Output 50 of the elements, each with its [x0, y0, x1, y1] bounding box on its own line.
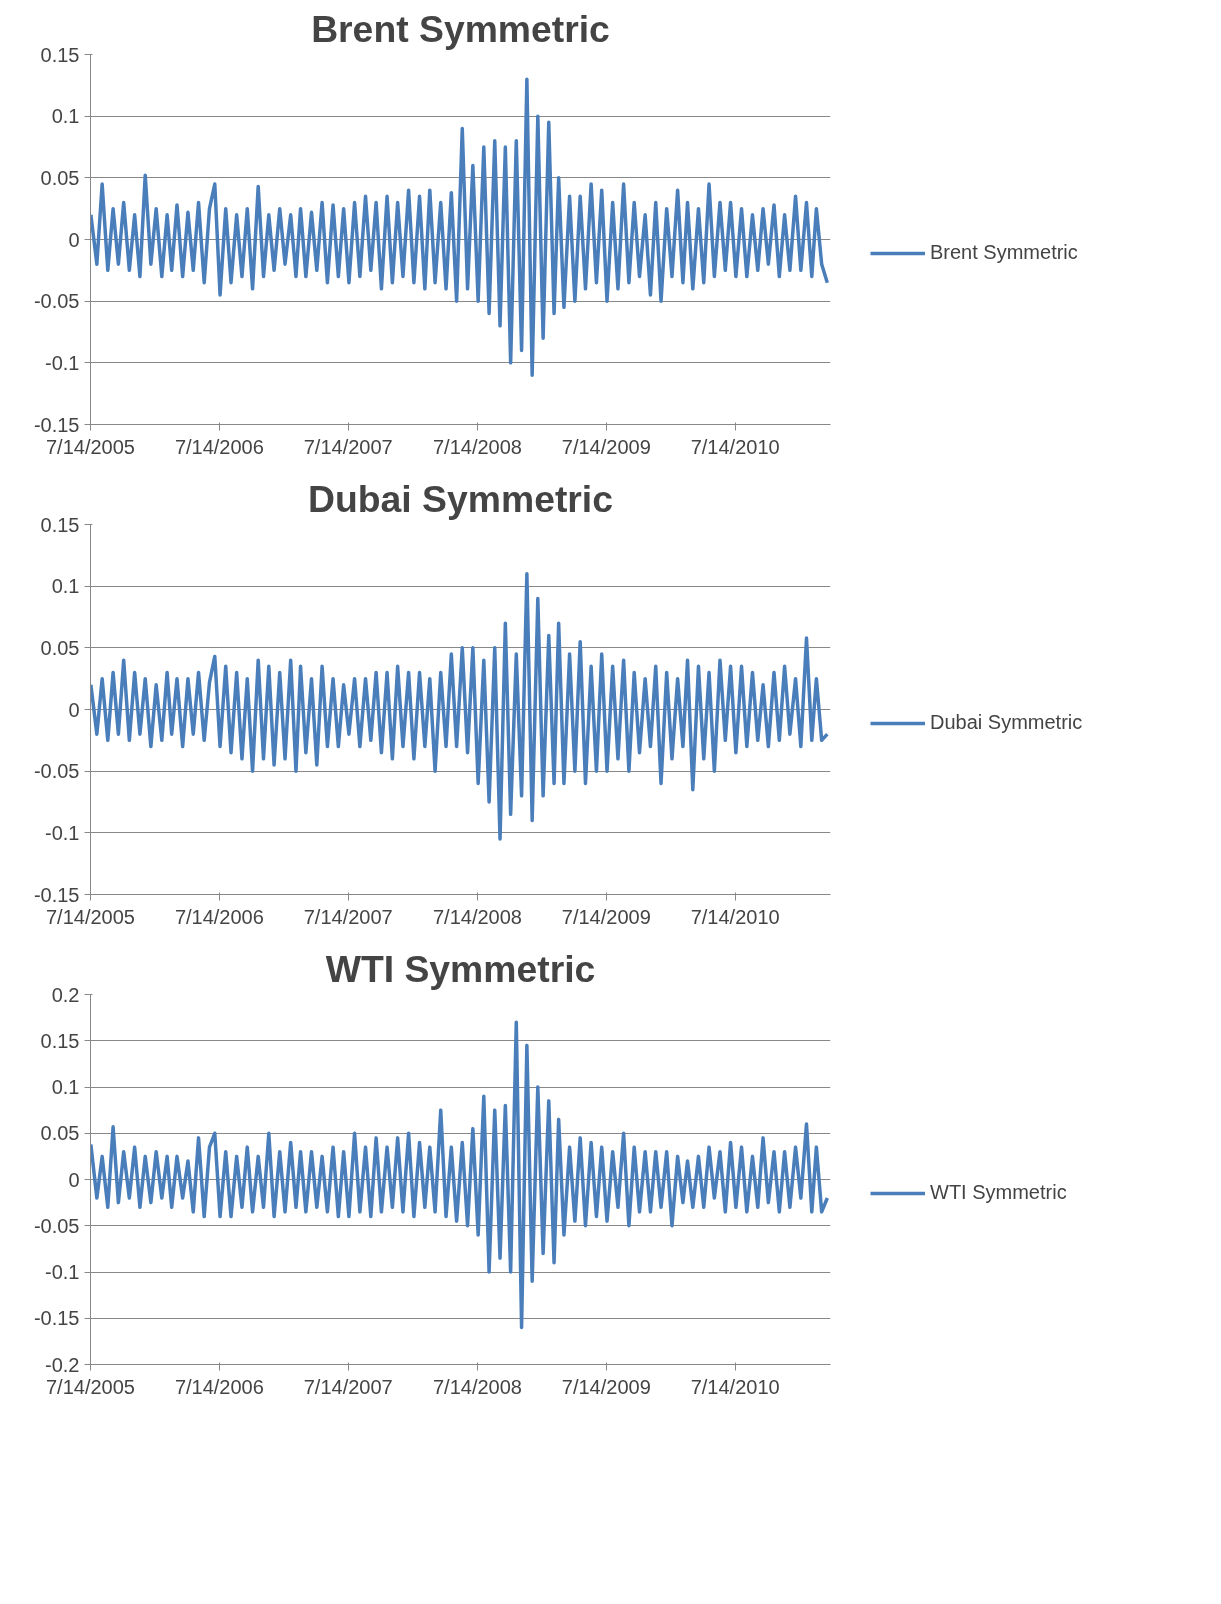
chart-title: Dubai Symmetric	[308, 477, 613, 520]
x-tick-label: 7/14/2010	[690, 905, 780, 928]
x-tick-label: 7/14/2008	[432, 905, 522, 928]
y-tick-label: -0.1	[45, 821, 80, 844]
x-tick-label: 7/14/2006	[174, 435, 264, 458]
y-tick-label: -0.15	[33, 413, 80, 436]
y-tick-label: -0.05	[33, 1214, 80, 1237]
x-tick-label: 7/14/2006	[174, 905, 264, 928]
y-tick-label: 0.15	[40, 513, 80, 536]
y-tick-label: 0	[68, 1168, 80, 1191]
y-tick-label: 0.1	[51, 575, 80, 598]
y-tick-label: -0.05	[33, 290, 80, 313]
y-tick-label: -0.1	[45, 1261, 80, 1283]
legend-label: Brent Symmetric	[930, 241, 1078, 264]
x-tick-label: 7/14/2007	[303, 905, 393, 928]
y-tick-label: 0.15	[40, 1029, 80, 1052]
legend-label: Dubai Symmetric	[930, 711, 1083, 734]
x-tick-label: 7/14/2005	[46, 435, 135, 458]
y-tick-label: 0.05	[40, 166, 80, 189]
line-series	[90, 77, 830, 377]
y-tick-label: -0.1	[45, 351, 80, 374]
x-tick-label: 7/14/2006	[174, 1375, 264, 1398]
legend-label: WTI Symmetric	[930, 1181, 1067, 1204]
y-tick-label: 0.05	[40, 636, 80, 659]
x-tick-label: 7/14/2009	[561, 1375, 651, 1398]
x-tick-label: 7/14/2010	[690, 435, 780, 458]
x-tick-label: 7/14/2005	[46, 905, 135, 928]
x-tick-label: 7/14/2009	[561, 905, 651, 928]
line-series	[90, 1020, 830, 1330]
y-tick-label: -0.15	[33, 883, 80, 906]
y-tick-label: 0.1	[51, 1076, 80, 1098]
y-tick-label: 0	[68, 228, 80, 251]
y-tick-label: -0.15	[33, 1307, 80, 1330]
x-tick-label: 7/14/2008	[432, 435, 522, 458]
x-tick-label: 7/14/2010	[690, 1375, 780, 1398]
y-tick-label: -0.2	[45, 1353, 80, 1376]
line-series	[90, 572, 830, 841]
y-tick-label: 0.05	[40, 1122, 80, 1145]
y-tick-label: 0.15	[40, 43, 80, 66]
x-tick-label: 7/14/2005	[46, 1375, 135, 1398]
y-tick-label: 0	[68, 698, 80, 721]
chart-title: Brent Symmetric	[311, 7, 610, 50]
y-tick-label: 0.2	[51, 983, 80, 1006]
y-tick-label: 0.1	[51, 105, 80, 128]
x-tick-label: 7/14/2009	[561, 435, 651, 458]
y-tick-label: -0.05	[33, 760, 80, 783]
x-tick-label: 7/14/2008	[432, 1375, 522, 1398]
chart-title: WTI Symmetric	[325, 947, 596, 990]
x-tick-label: 7/14/2007	[303, 435, 393, 458]
x-tick-label: 7/14/2007	[303, 1375, 393, 1398]
